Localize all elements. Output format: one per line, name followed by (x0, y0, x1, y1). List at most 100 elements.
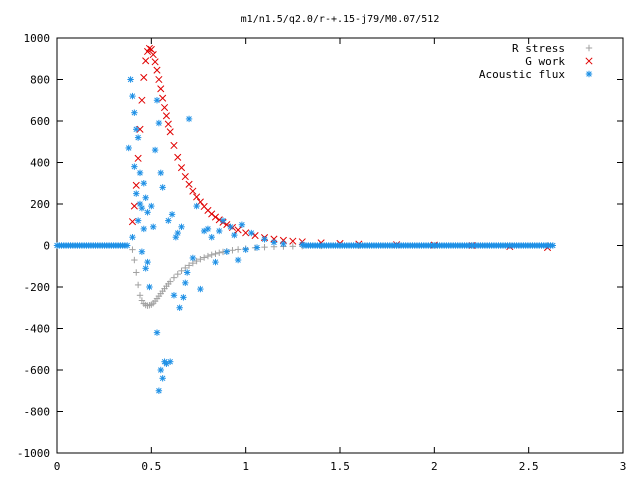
marker-stroke (231, 232, 238, 238)
marker-stroke (144, 259, 151, 265)
data-point (234, 246, 242, 253)
marker-stroke (178, 224, 185, 230)
data-point (289, 243, 297, 250)
data-point (142, 194, 149, 201)
data-point (123, 242, 131, 249)
marker-stroke (271, 239, 277, 246)
marker-stroke (186, 116, 192, 122)
marker-stroke (145, 44, 154, 52)
marker-stroke (156, 120, 162, 126)
data-point (197, 285, 204, 293)
data-point (153, 329, 161, 336)
y-tick-label: -200 (24, 281, 51, 294)
data-point (165, 217, 172, 224)
data-point (138, 96, 146, 104)
data-point (242, 229, 250, 237)
data-point (219, 217, 227, 224)
marker-stroke (164, 120, 172, 128)
data-point (125, 144, 132, 152)
legend-marker (585, 57, 593, 65)
marker-stroke (205, 226, 211, 232)
marker-stroke (158, 170, 164, 176)
data-point (155, 119, 163, 127)
marker-stroke (184, 269, 190, 276)
data-point (238, 221, 246, 228)
marker-stroke (125, 145, 132, 151)
data-point (129, 246, 136, 253)
data-point (170, 274, 178, 281)
data-point (211, 213, 220, 221)
data-point (144, 258, 151, 266)
marker-stroke (138, 96, 146, 104)
data-point (178, 267, 185, 275)
data-point (149, 51, 157, 59)
marker-stroke (216, 228, 223, 234)
marker-stroke (181, 173, 189, 181)
data-point (136, 292, 144, 299)
series-layer (53, 44, 557, 394)
data-point (185, 180, 193, 188)
marker-stroke (280, 241, 287, 247)
data-point (174, 270, 181, 278)
legend-label: G work (525, 55, 565, 68)
axis-ticks: 0 0.5 1 1.5 2 2.5 3 -1000 -800 -600 -400 -200 0 200 40… (17, 32, 626, 473)
y-tick-label: 0 (43, 240, 50, 253)
data-point (270, 239, 278, 246)
marker-stroke (155, 75, 163, 84)
marker-stroke (174, 230, 181, 236)
marker-stroke (131, 163, 138, 170)
data-point (168, 211, 176, 218)
marker-stroke (585, 57, 593, 65)
y-tick-label: -400 (24, 323, 51, 336)
data-point (181, 173, 189, 181)
marker-stroke (142, 265, 149, 272)
marker-stroke (200, 202, 208, 211)
marker-stroke (190, 255, 196, 261)
data-point (180, 294, 187, 301)
data-point (231, 231, 238, 239)
data-point (166, 128, 174, 136)
marker-stroke (235, 257, 241, 263)
data-point (134, 217, 142, 224)
data-point (151, 58, 159, 66)
marker-stroke (176, 304, 183, 311)
chart-title: m1/n1.5/q2.0/r-+.15-j79/M0.07/512 (241, 14, 440, 25)
data-point (134, 281, 142, 289)
data-point (200, 254, 208, 261)
marker-stroke (159, 184, 166, 191)
marker-stroke (239, 221, 245, 228)
data-point (138, 248, 146, 255)
data-point (130, 202, 138, 210)
data-point (131, 163, 138, 170)
data-point (134, 154, 142, 162)
y-tick-label: 600 (30, 115, 50, 128)
marker-stroke (141, 226, 147, 232)
data-point (140, 180, 147, 187)
marker-stroke (133, 126, 139, 133)
data-point (185, 115, 193, 123)
x-tick-label: 2 (431, 460, 438, 473)
data-point (140, 73, 148, 81)
marker-stroke (208, 210, 216, 218)
marker-stroke (197, 286, 204, 292)
marker-stroke (131, 109, 138, 116)
marker-stroke (169, 211, 175, 218)
legend-marker (585, 44, 593, 52)
data-point (148, 202, 155, 210)
data-point (144, 47, 152, 56)
marker-stroke (166, 128, 174, 136)
data-point (167, 358, 174, 365)
marker-stroke (215, 216, 223, 224)
data-point (223, 248, 230, 255)
marker-stroke (153, 66, 161, 74)
marker-stroke (142, 195, 149, 201)
marker-stroke (144, 47, 152, 56)
data-point (151, 146, 159, 154)
marker-stroke (147, 45, 155, 53)
x-tick-label: 0 (54, 460, 61, 473)
data-point (189, 254, 197, 262)
data-point (129, 234, 136, 241)
data-point (133, 269, 140, 276)
